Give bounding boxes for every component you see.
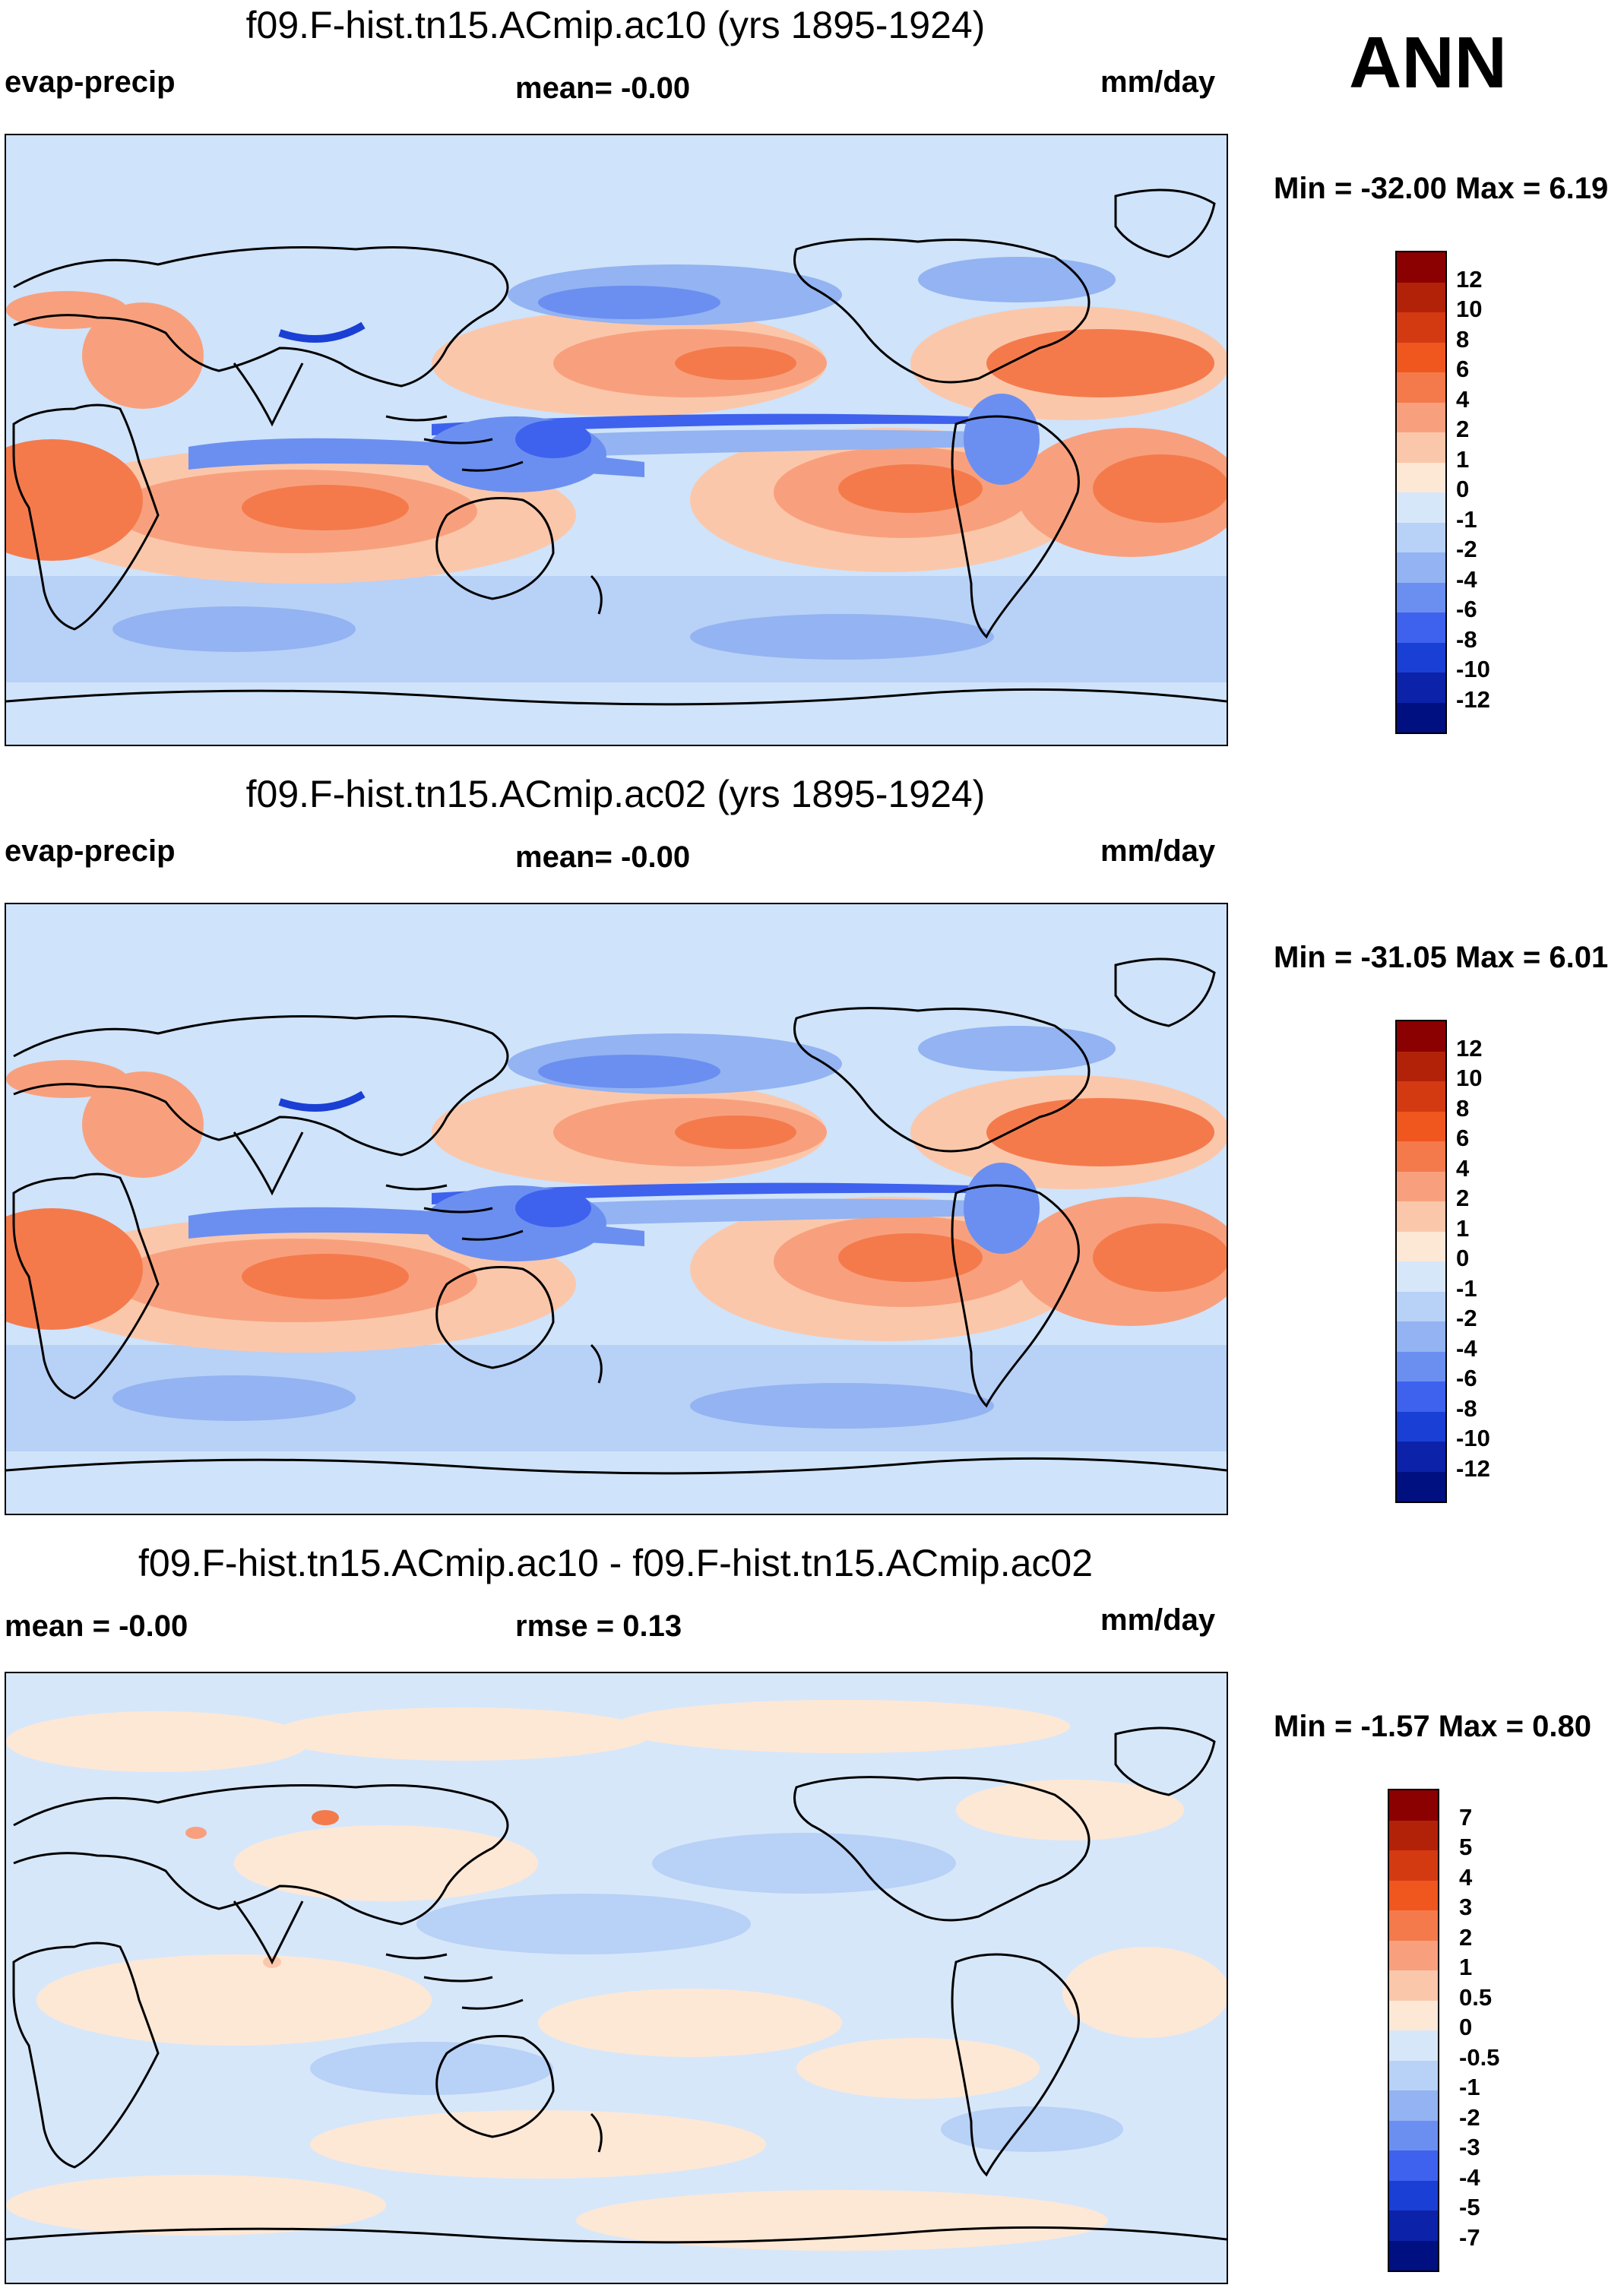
panel3-minmax: Min = -1.57 Max = 0.80: [1274, 1710, 1591, 1743]
panel1-cb-label: -12: [1456, 686, 1490, 713]
panel3-cb-label: -2: [1459, 2104, 1480, 2131]
panel2-cb-label: -6: [1456, 1365, 1477, 1391]
panel1-cb-label: -6: [1456, 596, 1477, 622]
panel1-cb-label: -8: [1456, 626, 1477, 653]
panel3-map: [5, 1672, 1228, 2284]
panel1-cb-label: 8: [1456, 326, 1470, 353]
panel1-cb-label: 0: [1456, 476, 1470, 502]
panel1-cb-label: 12: [1456, 266, 1483, 293]
panel1-mean-label: mean= -0.00: [515, 71, 691, 105]
panel3-cb-label: 4: [1459, 1864, 1473, 1891]
panel3-mean-label: mean = -0.00: [5, 1609, 188, 1643]
panel3-cb-label: 0: [1459, 2014, 1473, 2040]
panel2-cb-label: -8: [1456, 1395, 1477, 1422]
panel3-cb-label: 3: [1459, 1894, 1473, 1920]
panel2-cb-label: -12: [1456, 1455, 1490, 1482]
panel3-cb-label: -4: [1459, 2164, 1480, 2191]
panel2-cb-label: -1: [1456, 1275, 1477, 1302]
panel1-cb-label: -2: [1456, 536, 1477, 562]
panel3-coastlines: [6, 1726, 1227, 2244]
panel2-cb-label: -2: [1456, 1305, 1477, 1331]
season-label: ANN: [1349, 22, 1507, 103]
panel3-cb-label: 1: [1459, 1954, 1473, 1980]
panel2-cb-label: 0: [1456, 1245, 1470, 1271]
panel1-variable-label: evap-precip: [5, 65, 176, 99]
panel3-map-canvas: [6, 1673, 1227, 2283]
panel2-cb-label: 6: [1456, 1125, 1470, 1151]
panel1-cb-label: -4: [1456, 566, 1477, 593]
panel2-minmax: Min = -31.05 Max = 6.01: [1274, 941, 1609, 974]
panel2-cb-label: 10: [1456, 1065, 1483, 1091]
panel1-cb-label: -10: [1456, 656, 1490, 682]
panel1-cb-label: 6: [1456, 356, 1470, 382]
panel2-title: f09.F-hist.tn15.ACmip.ac02 (yrs 1895-192…: [245, 773, 986, 815]
panel3-cb-label: -5: [1459, 2194, 1480, 2220]
panel1-minmax: Min = -32.00 Max = 6.19: [1274, 172, 1609, 205]
panel3-title: f09.F-hist.tn15.ACmip.ac10 - f09.F-hist.…: [138, 1542, 1094, 1584]
panel3-cb-label: -7: [1459, 2224, 1480, 2251]
panel1-cb-label: -1: [1456, 506, 1477, 533]
panel3-colorbar: [1388, 1789, 1439, 2272]
panel1-cb-label: 10: [1456, 296, 1483, 322]
panel1-title: f09.F-hist.tn15.ACmip.ac10 (yrs 1895-192…: [245, 4, 986, 46]
panel2-cb-label: -4: [1456, 1335, 1477, 1362]
panel3-units-label: mm/day: [1100, 1603, 1216, 1637]
panel1-cb-label: 4: [1456, 386, 1470, 413]
panel3-cb-label: 5: [1459, 1834, 1473, 1860]
panel1-cb-label: 2: [1456, 416, 1470, 442]
panel3-cb-label: -3: [1459, 2134, 1480, 2160]
panel3-rmse-label: rmse = 0.13: [515, 1609, 682, 1643]
panel2-colorbar: [1395, 1020, 1447, 1503]
panel3-cb-label: 0.5: [1459, 1984, 1493, 2011]
panel2-cb-label: 4: [1456, 1155, 1470, 1182]
panel2-cb-label: 2: [1456, 1185, 1470, 1211]
panel1-colorbar: [1395, 251, 1447, 734]
panel2-coastlines: [6, 957, 1227, 1475]
panel3-cb-label: 7: [1459, 1804, 1473, 1831]
panel2-cb-label: 1: [1456, 1215, 1470, 1242]
panel2-map: [5, 903, 1228, 1515]
panel1-cb-label: 1: [1456, 446, 1470, 473]
panel2-mean-label: mean= -0.00: [515, 840, 691, 874]
panel2-cb-label: 8: [1456, 1095, 1470, 1122]
panel3-cb-label: -1: [1459, 2074, 1480, 2100]
panel2-cb-label: 12: [1456, 1035, 1483, 1062]
panel3-cb-label: -0.5: [1459, 2044, 1500, 2071]
panel1-units-label: mm/day: [1100, 65, 1216, 99]
panel2-units-label: mm/day: [1100, 834, 1216, 868]
panel1-coastlines: [6, 188, 1227, 706]
panel2-map-canvas: [6, 904, 1227, 1514]
panel1-map: [5, 134, 1228, 746]
panel1-map-canvas: [6, 135, 1227, 745]
panel3-cb-label: 2: [1459, 1924, 1473, 1951]
panel2-variable-label: evap-precip: [5, 834, 176, 868]
panel2-cb-label: -10: [1456, 1425, 1490, 1451]
